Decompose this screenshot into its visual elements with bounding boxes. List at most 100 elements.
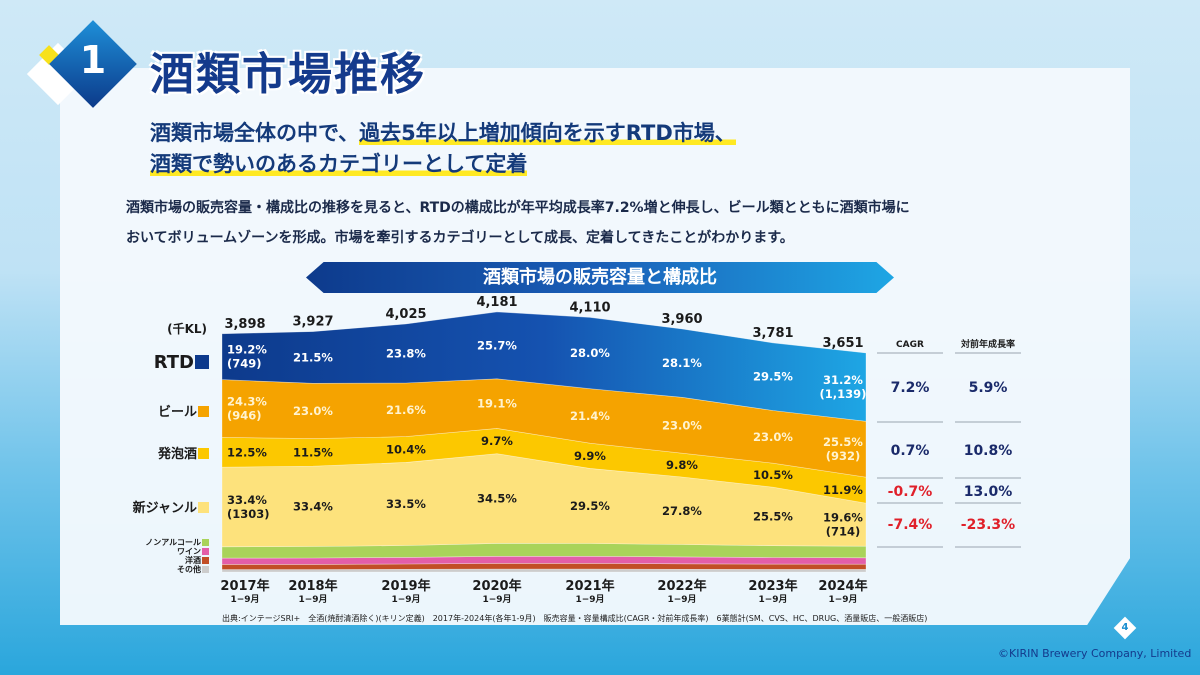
area-rtd	[221, 311, 867, 422]
data-label: 11.9%	[823, 483, 863, 497]
data-label: 28.1%	[662, 356, 702, 370]
data-label: 10.5%	[753, 468, 793, 482]
description-line-1: 酒類市場の販売容量・構成比の推移を見ると、RTDの構成比が年平均成長率7.2%増…	[126, 200, 910, 216]
source-footnote: 出典:インテージSRI+ 全酒(焼酎清酒除く)(キリン定義) 2017年-202…	[222, 614, 928, 623]
table-cell-yoy: -23.3%	[961, 517, 1015, 533]
x-tick-label: 2023年	[748, 578, 797, 594]
table-header: CAGR	[896, 340, 924, 350]
x-tick-label: 2017年	[220, 578, 269, 594]
table-cell-cagr: 0.7%	[891, 443, 930, 459]
data-label: 12.5%	[227, 445, 267, 459]
data-label: 29.5%	[570, 499, 610, 513]
x-tick-sublabel: 1−9月	[828, 594, 857, 605]
data-label: 19.6%	[823, 511, 863, 525]
table-cell-yoy: 13.0%	[964, 484, 1013, 500]
data-label: 34.5%	[477, 492, 517, 506]
x-tick-sublabel: 1−9月	[482, 594, 511, 605]
data-label: 25.5%	[753, 509, 793, 523]
lead-highlight-1: 過去5年以上増加傾向を示すRTD市場、	[359, 121, 736, 145]
total-label: 3,781	[752, 326, 793, 341]
legend-label: 発泡酒	[157, 446, 197, 462]
data-label: 9.8%	[666, 458, 698, 472]
data-label: 23.0%	[662, 418, 702, 432]
table-header: 対前年成長率	[960, 338, 1015, 350]
legend-swatch	[202, 566, 209, 573]
x-tick-sublabel: 1−9月	[391, 594, 420, 605]
legend-swatch	[198, 406, 209, 417]
x-tick-sublabel: 1−9月	[575, 594, 604, 605]
volume-label: (749)	[227, 357, 262, 371]
lead-text: 酒類市場全体の中で、過去5年以上増加傾向を示すRTD市場、 酒類で勢いのあるカテ…	[150, 118, 736, 180]
data-label: 9.9%	[574, 449, 606, 463]
x-tick-label: 2019年	[381, 578, 430, 594]
x-tick-label: 2018年	[288, 578, 337, 594]
volume-label: (1,139)	[820, 387, 867, 401]
data-label: 21.6%	[386, 403, 426, 417]
total-label: 4,025	[385, 307, 426, 322]
legend-swatch	[202, 548, 209, 555]
page-number: 4	[1121, 622, 1129, 633]
volume-label: (946)	[227, 409, 262, 423]
legend-label: ビール	[158, 404, 197, 420]
volume-label: (932)	[826, 449, 861, 463]
legend-swatch	[202, 539, 209, 546]
data-label: 21.5%	[293, 350, 333, 364]
data-label: 23.0%	[753, 430, 793, 444]
data-label: 25.5%	[823, 435, 863, 449]
data-label: 23.0%	[293, 404, 333, 418]
table-cell-yoy: 10.8%	[964, 443, 1013, 459]
data-label: 21.4%	[570, 409, 610, 423]
x-tick-sublabel: 1−9月	[758, 594, 787, 605]
section-number: 1	[79, 38, 107, 82]
page-title: 酒類市場推移	[150, 49, 426, 100]
legend-swatch	[195, 355, 209, 369]
legend-swatch	[198, 502, 209, 513]
total-label: 3,927	[292, 315, 333, 330]
data-label: 33.4%	[227, 493, 267, 507]
lead-highlight-2: 酒類で勢いのあるカテゴリーとして定着	[150, 152, 528, 176]
legend-swatch	[198, 448, 209, 459]
legend-label: ワイン	[177, 547, 201, 556]
data-label: 27.8%	[662, 504, 702, 518]
description-line-2: おいてボリュームゾーンを形成。市場を牽引するカテゴリーとして成長、定着してきたこ…	[126, 230, 794, 246]
data-label: 25.7%	[477, 338, 517, 352]
total-label: 4,181	[476, 295, 517, 310]
table-cell-yoy: 5.9%	[969, 380, 1008, 396]
total-label: 3,898	[224, 317, 265, 332]
x-tick-label: 2024年	[818, 578, 867, 594]
total-label: 4,110	[569, 300, 610, 315]
legend-label: RTD	[154, 352, 194, 373]
data-label: 19.1%	[477, 397, 517, 411]
data-label: 29.5%	[753, 370, 793, 384]
x-tick-sublabel: 1−9月	[298, 594, 327, 605]
copyright: ©KIRIN Brewery Company, Limited	[998, 647, 1192, 660]
x-tick-sublabel: 1−9月	[230, 594, 259, 605]
lead-plain: 酒類市場全体の中で、	[150, 121, 360, 145]
table-cell-cagr: 7.2%	[891, 380, 930, 396]
data-label: 31.2%	[823, 373, 863, 387]
data-label: 24.3%	[227, 395, 267, 409]
legend-label: ノンアルコール	[145, 538, 201, 547]
table-cell-cagr: -7.4%	[888, 517, 933, 533]
data-label: 9.7%	[481, 434, 513, 448]
legend-swatch	[202, 557, 209, 564]
chart-title-banner: 酒類市場の販売容量と構成比	[306, 262, 894, 293]
data-label: 11.5%	[293, 445, 333, 459]
data-label: 10.4%	[386, 443, 426, 457]
data-label: 33.4%	[293, 499, 333, 513]
x-tick-label: 2022年	[657, 578, 706, 594]
data-label: 33.5%	[386, 497, 426, 511]
x-tick-label: 2020年	[472, 578, 521, 594]
total-label: 3,651	[822, 336, 863, 351]
unit-label: (千KL)	[167, 321, 207, 336]
description: 酒類市場の販売容量・構成比の推移を見ると、RTDの構成比が年平均成長率7.2%増…	[126, 193, 910, 253]
x-tick-sublabel: 1−9月	[667, 594, 696, 605]
data-label: 23.8%	[386, 347, 426, 361]
legend-label: その他	[177, 564, 201, 574]
table-cell-cagr: -0.7%	[888, 484, 933, 500]
volume-label: (1303)	[227, 507, 270, 521]
data-label: 19.2%	[227, 343, 267, 357]
total-label: 3,960	[661, 312, 702, 327]
legend-label: 洋酒	[185, 555, 201, 565]
volume-label: (714)	[826, 525, 861, 539]
